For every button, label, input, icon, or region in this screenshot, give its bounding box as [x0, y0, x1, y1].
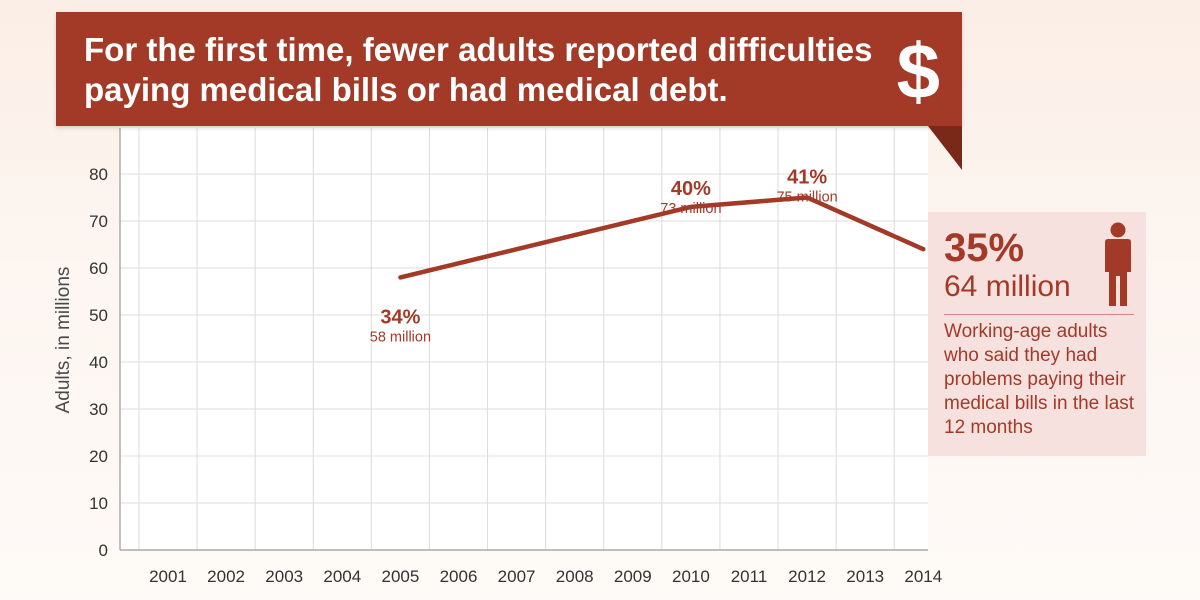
y-tick-label: 80: [89, 165, 108, 184]
x-tick-label: 2010: [672, 567, 710, 586]
dollar-sign-icon: $: [896, 27, 940, 115]
person-icon: [1105, 222, 1131, 306]
x-tick-label: 2011: [731, 567, 768, 586]
chart-title: For the first time, fewer adults reporte…: [84, 31, 873, 108]
x-tick-label: 2004: [323, 567, 361, 586]
x-tick-label: 2003: [265, 567, 303, 586]
x-tick-label: 2014: [904, 567, 942, 586]
y-tick-label: 10: [89, 494, 108, 513]
y-tick-label: 50: [89, 306, 108, 325]
data-label-percent: 34%: [380, 306, 420, 328]
callout-box: 35% 64 million Working-age adults who sa…: [928, 212, 1146, 456]
y-tick-label: 0: [99, 541, 108, 560]
x-tick-label: 2008: [556, 567, 594, 586]
series-line: [398, 195, 926, 280]
x-tick-label: 2002: [207, 567, 245, 586]
callout-amount: 64 million: [944, 270, 1071, 303]
data-label-value: 75 million: [776, 190, 837, 206]
callout-divider: [944, 314, 1134, 315]
y-tick-label: 70: [89, 212, 108, 231]
y-tick-label: 20: [89, 447, 108, 466]
x-tick-label: 2007: [498, 567, 536, 586]
data-label-value: 58 million: [370, 329, 431, 345]
x-tick-label: 2012: [788, 567, 826, 586]
y-tick-label: 40: [89, 353, 108, 372]
y-tick-label: 30: [89, 400, 108, 419]
data-label-percent: 40%: [671, 178, 711, 200]
y-tick-label: 60: [89, 259, 108, 278]
data-label-percent: 41%: [787, 167, 827, 189]
callout-description: Working-age adults who said they had pro…: [944, 321, 1135, 438]
y-axis-label: Adults, in millions: [53, 266, 74, 414]
callout-percent: 35%: [944, 226, 1025, 270]
banner-fold: [928, 126, 962, 170]
x-tick-label: 2013: [846, 567, 884, 586]
x-tick-label: 2009: [614, 567, 652, 586]
x-tick-label: 2001: [149, 567, 187, 586]
x-tick-label: 2006: [440, 567, 478, 586]
data-label-value: 73 million: [660, 201, 721, 217]
x-tick-label: 2005: [381, 567, 419, 586]
title-banner: For the first time, fewer adults reporte…: [56, 12, 962, 126]
